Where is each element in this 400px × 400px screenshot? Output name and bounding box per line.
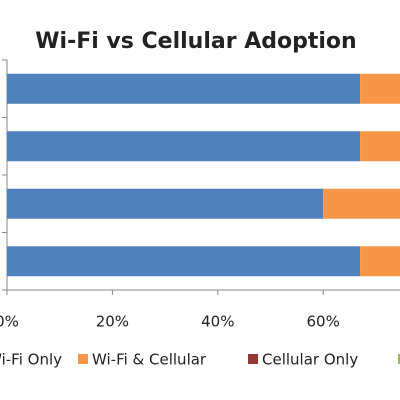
legend-swatch (248, 354, 258, 364)
x-tick-label: 60% (307, 313, 340, 331)
bar-segment (323, 188, 400, 219)
x-tick-label: 40% (201, 313, 234, 331)
x-tick-label: 20% (96, 313, 129, 331)
legend-label: Wi-Fi & Cellular (92, 351, 207, 369)
bar-segment (7, 188, 324, 219)
bar-segment (7, 131, 361, 162)
bar-segment (360, 73, 400, 104)
chart-title: Wi-Fi vs Cellular Adoption (35, 29, 356, 54)
legend-label: Wi-Fi Only (0, 351, 62, 369)
bar-segment (7, 246, 361, 277)
legend-label: Cellular Only (262, 351, 358, 369)
legend-swatch (398, 354, 400, 364)
legend-swatch (78, 354, 88, 364)
bar-segment (7, 73, 361, 104)
bar-segment (360, 246, 400, 277)
bar-segment (360, 131, 400, 162)
x-tick-label: 0% (0, 313, 19, 331)
